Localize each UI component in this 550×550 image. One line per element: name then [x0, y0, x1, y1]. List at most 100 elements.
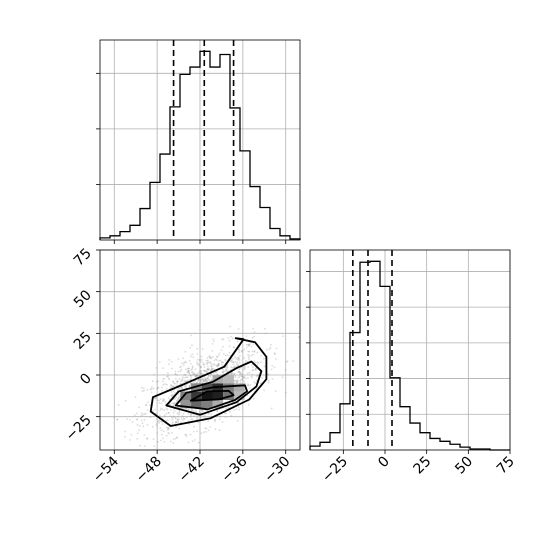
scatter-point: [189, 374, 191, 376]
scatter-point: [173, 382, 176, 384]
scatter-point: [238, 359, 241, 362]
scatter-point: [185, 384, 188, 386]
scatter-point: [167, 397, 170, 399]
scatter-point: [171, 431, 173, 434]
scatter-point: [230, 414, 233, 417]
scatter-point: [158, 401, 161, 404]
scatter-point: [162, 437, 165, 439]
scatter-point: [140, 386, 143, 389]
scatter-point: [217, 354, 220, 357]
scatter-point: [200, 409, 203, 412]
scatter-point: [205, 378, 208, 381]
scatter-point: [208, 413, 210, 415]
scatter-point: [237, 370, 240, 373]
scatter-point: [247, 353, 250, 356]
scatter-point: [136, 418, 139, 421]
scatter-point: [236, 379, 239, 382]
scatter-point: [253, 331, 256, 334]
scatter-point: [200, 378, 202, 381]
scatter-point: [225, 368, 228, 371]
scatter-point: [202, 379, 205, 382]
scatter-point: [176, 436, 179, 439]
scatter-point: [238, 351, 241, 354]
scatter-point: [191, 370, 194, 373]
scatter-point: [240, 379, 242, 381]
scatter-point: [232, 361, 234, 363]
top-hist-step: [99, 50, 301, 240]
scatter-point: [247, 366, 250, 368]
scatter-point: [232, 366, 235, 369]
scatter-point: [207, 379, 210, 382]
scatter-point: [221, 338, 224, 341]
scatter-point: [214, 418, 217, 421]
scatter-point: [179, 386, 182, 389]
scatter-point: [155, 396, 158, 399]
scatter-point: [169, 415, 172, 417]
scatter-point: [165, 388, 168, 390]
scatter-point: [226, 354, 229, 357]
scatter-point: [177, 420, 180, 423]
scatter-point: [133, 414, 136, 417]
scatter-point: [209, 375, 212, 378]
scatter-point: [204, 427, 207, 430]
scatter-point: [158, 422, 161, 424]
scatter-point: [169, 387, 172, 390]
scatter-point: [253, 360, 256, 363]
scatter-point: [238, 357, 240, 360]
scatter-point: [183, 418, 186, 420]
scatter-point: [264, 332, 267, 335]
scatter-point: [263, 389, 265, 392]
scatter-point: [216, 364, 219, 367]
scatter-point: [219, 415, 221, 418]
scatter-point: [235, 380, 238, 383]
scatter-point: [284, 369, 287, 371]
scatter-point: [285, 391, 287, 394]
scatter-point: [203, 380, 206, 383]
scatter-point: [185, 435, 188, 437]
scatter-point: [196, 361, 199, 364]
scatter-point: [183, 362, 185, 364]
scatter-point: [216, 355, 218, 358]
scatter-point: [237, 328, 240, 330]
scatter-point: [176, 382, 179, 384]
scatter-point: [250, 345, 253, 348]
scatter-point: [191, 418, 194, 421]
scatter-point: [203, 415, 205, 418]
scatter-point: [248, 358, 251, 361]
scatter-point: [207, 375, 210, 378]
scatter-point: [243, 357, 245, 360]
scatter-point: [161, 421, 163, 423]
density-cell-11: [201, 383, 213, 392]
scatter-point: [201, 373, 204, 376]
scatter-point: [247, 384, 250, 387]
scatter-point: [197, 364, 200, 367]
scatter-point: [187, 370, 190, 373]
scatter-point: [228, 351, 231, 354]
scatter-point: [209, 356, 212, 359]
right-hist-xtick-label-0: −25: [319, 454, 351, 486]
scatter-point: [145, 412, 147, 415]
scatter-point: [190, 450, 192, 452]
scatter-point: [263, 365, 266, 368]
scatter-point: [210, 413, 213, 416]
scatter-point: [241, 373, 243, 376]
scatter-point: [176, 418, 179, 421]
scatter-point: [168, 363, 170, 365]
scatter-point: [236, 381, 239, 384]
scatter-point: [172, 415, 175, 417]
scatter-point: [242, 376, 245, 379]
scatter-point: [117, 404, 120, 406]
scatter-point: [146, 389, 149, 391]
density-cell-1: [191, 400, 202, 409]
scatter-point: [200, 365, 203, 368]
scatter-point: [150, 388, 153, 391]
scatter-point: [162, 399, 165, 402]
density-cell-13: [223, 383, 234, 392]
scatter-point: [252, 353, 254, 356]
scatter-point: [172, 416, 175, 419]
right-hist-step: [309, 260, 510, 451]
scatter-point: [196, 353, 199, 355]
scatter-point: [174, 397, 176, 400]
scatter-point: [231, 337, 234, 340]
scatter-point: [176, 380, 179, 383]
